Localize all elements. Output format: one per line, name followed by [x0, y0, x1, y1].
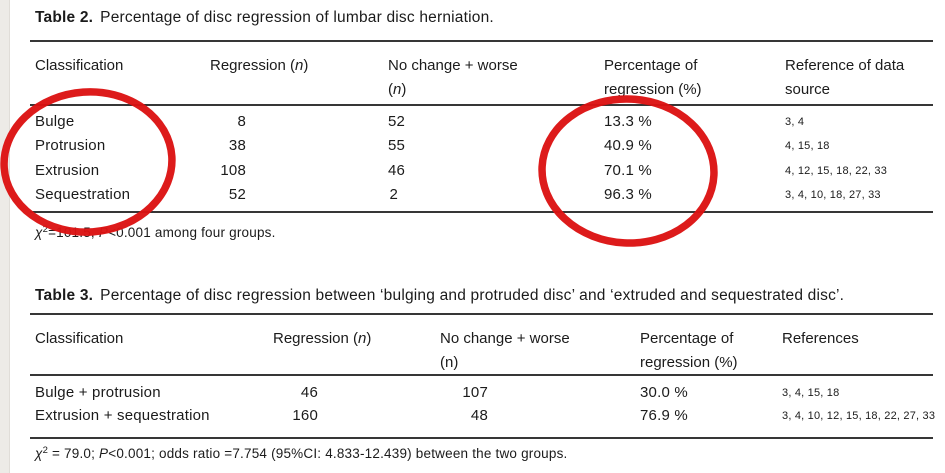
cell-no-change: 2	[389, 185, 398, 203]
cell-references: 3, 4, 10, 18, 27, 33	[785, 188, 881, 201]
cell-percent: 13.3 %	[604, 113, 652, 130]
cell-classification: Extrusion + sequestration	[35, 406, 210, 424]
table2-header-percentage: Percentage of regression (%)	[604, 57, 702, 98]
table2-body: Bulge 8 52 13.3 % 3, 4 Protrusion 38 55 …	[35, 110, 933, 207]
cell-references: 3, 4, 15, 18	[782, 387, 840, 399]
scan-page-edge	[0, 0, 10, 473]
table2-header-rule	[30, 104, 933, 106]
cell-classification: Protrusion	[35, 137, 106, 155]
table2-bottom-rule	[30, 211, 933, 213]
table2-title-text: Percentage of disc regression of lumbar …	[100, 9, 494, 26]
table2-label: Table 2.	[35, 9, 94, 26]
table3-bottom-rule	[30, 437, 933, 439]
table3-header-regression: Regression (n)	[273, 330, 372, 347]
cell-classification: Bulge	[35, 113, 75, 130]
cell-percent: 96.3 %	[604, 185, 652, 203]
table3-top-rule	[30, 313, 933, 315]
cell-references: 3, 4, 10, 12, 15, 18, 22, 27, 33	[782, 409, 936, 422]
table3-header-nochange: No change + worse (n)	[440, 330, 570, 371]
table2-header-classification: Classification	[35, 57, 124, 74]
table2-header-reference: Reference of data source	[785, 57, 905, 98]
table3-header-references: References	[782, 330, 859, 347]
cell-no-change: 46	[388, 161, 406, 179]
cell-references: 4, 15, 18	[785, 140, 830, 153]
table3-header-percentage: Percentage of regression (%)	[640, 330, 738, 371]
cell-classification: Extrusion	[35, 161, 100, 179]
table3-footnote: χ2 = 79.0; P<0.001; odds ratio =7.754 (9…	[35, 445, 568, 461]
cell-no-change: 52	[388, 113, 406, 130]
table2-header-row: Classification Regression (n) No change …	[35, 54, 933, 101]
table3-header-classification: Classification	[35, 330, 124, 347]
cell-regression: 52	[228, 185, 246, 203]
table2-caption: Table 2. Percentage of disc regression of…	[35, 9, 494, 27]
cell-percent: 76.9 %	[640, 406, 688, 424]
table3-label: Table 3.	[35, 287, 94, 304]
cell-no-change: 48	[470, 406, 488, 424]
cell-references: 3, 4	[785, 116, 805, 128]
cell-no-change: 55	[388, 137, 406, 155]
table2-header-nochange: No change + worse (n)	[388, 57, 518, 98]
cell-percent: 40.9 %	[604, 137, 652, 155]
cell-classification: Sequestration	[35, 185, 131, 203]
table3-body: Bulge + protrusion 46 107 30.0 % 3, 4, 1…	[35, 382, 936, 427]
cell-regression: 46	[300, 384, 318, 401]
table3-title-text: Percentage of disc regression between ‘b…	[100, 287, 845, 304]
table3-header-rule	[30, 374, 933, 376]
table3-header-row: Classification Regression (n) No change …	[35, 327, 933, 374]
cell-regression: 108	[220, 161, 246, 179]
cell-references: 4, 12, 15, 18, 22, 33	[785, 164, 888, 177]
table2-footnote: χ2=101.5, P<0.001 among four groups.	[35, 224, 276, 240]
cell-percent: 70.1 %	[604, 161, 652, 179]
cell-percent: 30.0 %	[640, 384, 688, 401]
cell-regression: 38	[228, 137, 246, 155]
table3-caption: Table 3. Percentage of disc regression be…	[35, 287, 844, 305]
cell-no-change: 107	[462, 384, 488, 401]
table2-top-rule	[30, 40, 933, 42]
chi-symbol: χ	[35, 225, 43, 240]
cell-regression: 8	[237, 113, 246, 130]
table2-header-regression: Regression (n)	[210, 57, 309, 74]
cell-regression: 160	[292, 406, 318, 424]
chi-symbol: χ	[35, 446, 43, 461]
cell-classification: Bulge + protrusion	[35, 384, 161, 401]
